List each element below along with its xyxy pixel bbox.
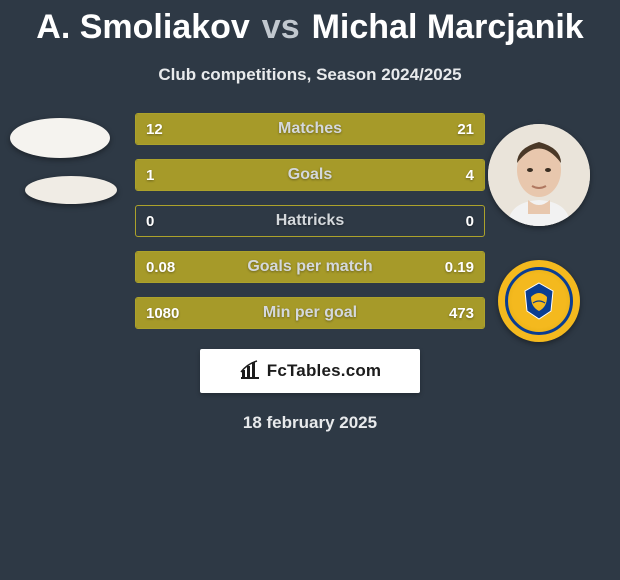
stat-row: 0 Hattricks 0 xyxy=(135,205,485,237)
stat-value-right: 4 xyxy=(466,160,474,190)
page-title: A. Smoliakov vs Michal Marcjanik xyxy=(0,0,620,47)
stat-row: 12 Matches 21 xyxy=(135,113,485,145)
subtitle: Club competitions, Season 2024/2025 xyxy=(0,65,620,85)
player2-club-badge xyxy=(498,260,580,342)
player2-avatar xyxy=(488,124,590,226)
vs-label: vs xyxy=(262,8,300,47)
stat-row: 0.08 Goals per match 0.19 xyxy=(135,251,485,283)
stat-metric: Hattricks xyxy=(136,206,484,236)
player1-name: A. Smoliakov xyxy=(36,8,250,47)
stat-row: 1080 Min per goal 473 xyxy=(135,297,485,329)
stat-value-right: 0 xyxy=(466,206,474,236)
brand-text: FcTables.com xyxy=(267,361,382,381)
stat-value-right: 21 xyxy=(457,114,474,144)
bar-chart-icon xyxy=(239,358,261,385)
stats-table: 12 Matches 21 1 Goals 4 0 Hattricks 0 0.… xyxy=(135,113,485,329)
player1-club-badge xyxy=(25,176,117,204)
stat-metric: Min per goal xyxy=(136,298,484,328)
player2-name: Michal Marcjanik xyxy=(312,8,584,47)
player1-avatar xyxy=(10,118,110,158)
date-label: 18 february 2025 xyxy=(0,413,620,433)
brand-box: FcTables.com xyxy=(200,349,420,393)
stat-value-right: 473 xyxy=(449,298,474,328)
stat-row: 1 Goals 4 xyxy=(135,159,485,191)
stat-value-right: 0.19 xyxy=(445,252,474,282)
stat-metric: Goals xyxy=(136,160,484,190)
stat-metric: Matches xyxy=(136,114,484,144)
stat-metric: Goals per match xyxy=(136,252,484,282)
